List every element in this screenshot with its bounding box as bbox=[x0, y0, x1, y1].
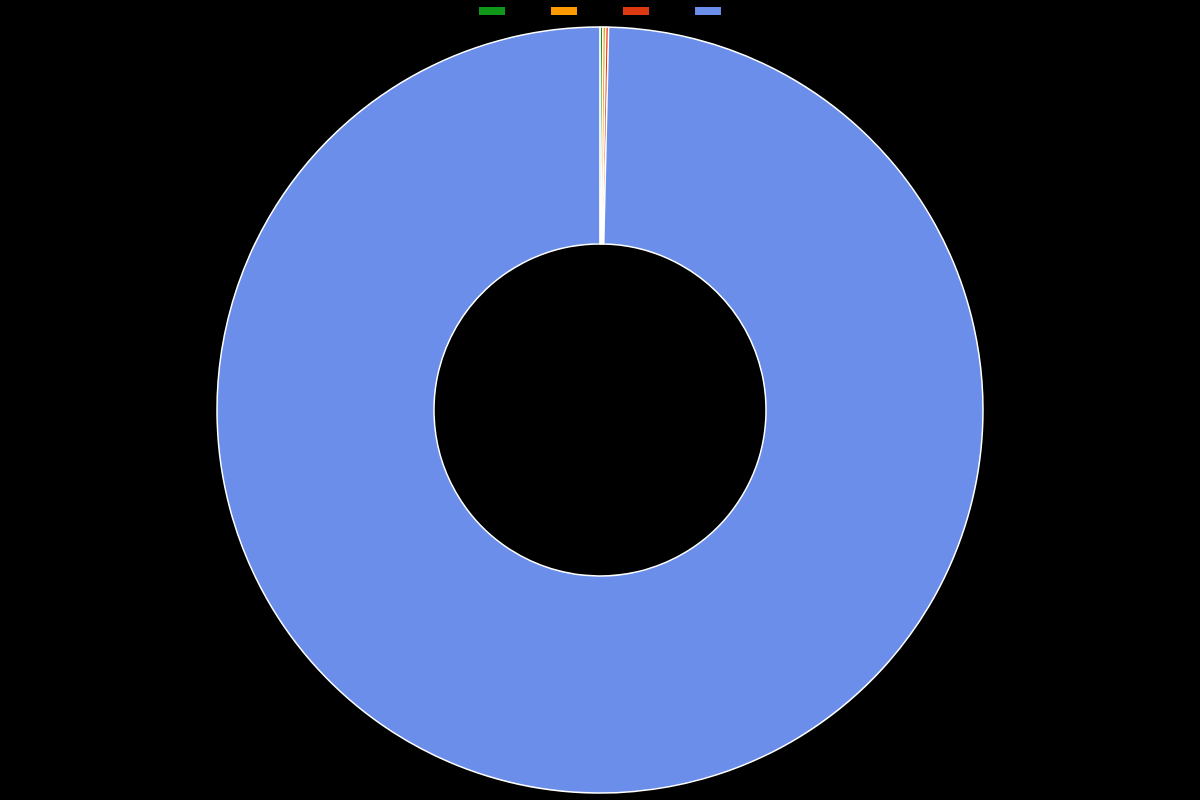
donut-chart-container bbox=[0, 0, 1200, 800]
donut-chart bbox=[0, 0, 1200, 800]
